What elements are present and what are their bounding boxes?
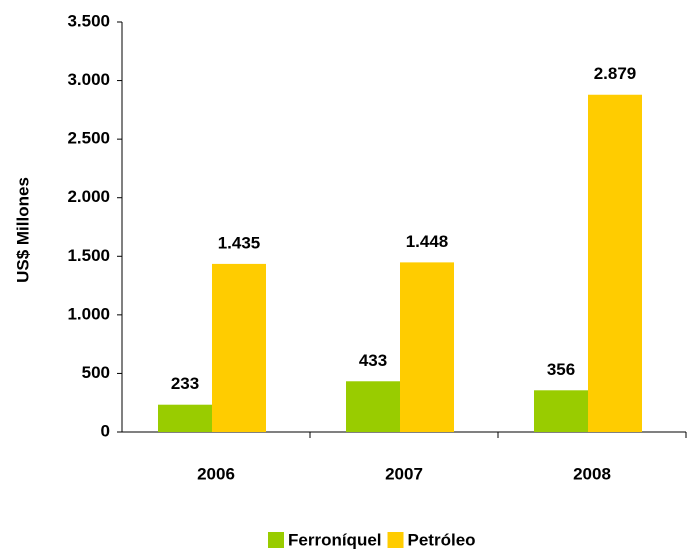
y-tick-label: 1.000 [67,304,110,323]
x-tick-label: 2006 [197,464,235,483]
data-label: 2.879 [594,64,637,83]
data-label: 233 [171,374,199,393]
x-tick-label: 2008 [573,464,611,483]
data-label: 356 [547,360,575,379]
data-label: 1.448 [406,232,449,251]
bar [588,94,642,432]
y-tick-label: 0 [101,421,110,440]
x-tick-label: 2007 [385,464,423,483]
y-tick-label: 500 [82,363,110,382]
legend-label: Petróleo [408,530,476,549]
bar [212,263,266,432]
bar [400,262,454,432]
legend-label: Ferroníquel [288,530,382,549]
legend-swatch [387,532,404,548]
data-label: 1.435 [218,233,261,252]
legend-swatch [268,532,284,548]
y-axis-label: US$ Millones [13,177,32,283]
y-tick-label: 3.000 [67,70,110,89]
y-tick-label: 1.500 [67,246,110,265]
bar [158,404,212,432]
y-tick-label: 2.500 [67,129,110,148]
y-tick-label: 2.000 [67,187,110,206]
y-tick-label: 3.500 [67,11,110,30]
bar [534,390,588,432]
data-label: 433 [359,351,387,370]
bar [346,381,400,432]
